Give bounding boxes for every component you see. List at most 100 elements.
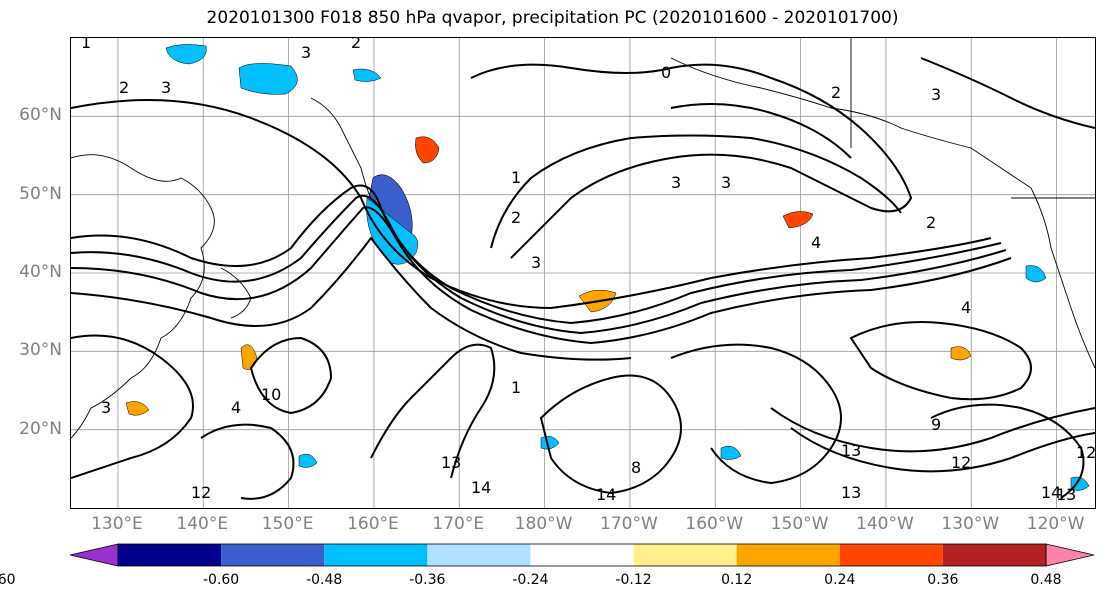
precipitation-shading: [125, 44, 1090, 491]
contour-label: 13: [841, 483, 861, 502]
shade-blob: [352, 68, 382, 82]
longitude-label: 120°W: [1026, 514, 1085, 534]
contour-line: [790, 427, 1095, 473]
shade-blob: [238, 63, 298, 95]
contour-line: [670, 343, 842, 485]
contour-line: [71, 236, 632, 361]
shade-blob: [1025, 265, 1047, 283]
colorbar-tick-label: 0.60: [0, 572, 16, 588]
contour-label: 12: [191, 483, 211, 502]
contour-label: 2: [351, 38, 361, 52]
contour-label: 2: [511, 208, 521, 227]
longitude-label: 170°E: [432, 514, 485, 534]
contour-label: 9: [931, 415, 941, 434]
longitude-label: 160°W: [685, 514, 744, 534]
coastline-north-america: [1030, 187, 1095, 369]
longitude-label: 180°W: [514, 514, 573, 534]
colorbar-segment: [942, 544, 1046, 566]
colorbar-tick-label: -0.48: [306, 572, 343, 588]
colorbar-segment: [118, 544, 222, 566]
longitude-label: 130°E: [91, 514, 143, 534]
shade-blob: [165, 44, 207, 65]
contour-line: [370, 343, 496, 479]
contour-label: 3: [101, 398, 111, 417]
contour-line: [670, 103, 852, 159]
colorbar-tick-label: -0.36: [409, 572, 446, 588]
latitude-label: 60°N: [19, 105, 62, 126]
contour-label: 1: [511, 168, 521, 187]
qvapor-contours: [71, 57, 1095, 500]
colorbar-tick-label: 0.48: [1030, 572, 1062, 588]
figure-title: 2020101300 F018 850 hPa qvapor, precipit…: [206, 8, 899, 28]
contour-label: 2: [926, 213, 936, 232]
colorbar-segment: [530, 544, 634, 566]
colorbar-extend-low: [69, 543, 119, 567]
colorbar-tick-label: 0.36: [927, 572, 959, 588]
colorbar-segment: [736, 544, 840, 566]
contour-label: 0: [661, 63, 671, 82]
contour-label: 3: [301, 43, 311, 62]
coastline-alaska: [670, 57, 1032, 189]
contour-line: [71, 184, 1002, 325]
map-panel: 1 2 3 3 2 3 3 2 1 3 2 4 2 3 4 1 13 14 13 14 12 12 13 9 10 8 12 14 13…: [70, 37, 1096, 509]
longitude-label: 150°W: [770, 514, 829, 534]
colorbar-tick-label: -0.60: [202, 572, 240, 588]
contour-label: 13: [1056, 485, 1076, 504]
colorbar: [69, 543, 1095, 567]
colorbar-tick-label: -0.12: [615, 572, 652, 588]
longitude-label: 140°W: [856, 514, 914, 534]
colorbar-tick-label: 0.12: [721, 572, 753, 588]
contour-line: [539, 374, 682, 495]
longitude-label: 140°E: [176, 514, 229, 534]
contour-label: 3: [671, 173, 681, 192]
colorbar-segment: [427, 544, 531, 566]
shade-blob: [782, 211, 814, 229]
contour-label: 14: [1041, 483, 1061, 502]
shade-blob: [1070, 476, 1090, 491]
contour-label: 3: [161, 78, 171, 97]
colorbar-tick-label: 0.24: [824, 572, 856, 588]
contour-label: 13: [841, 441, 861, 460]
shade-blob: [720, 446, 742, 460]
colorbar-segment: [324, 544, 428, 566]
shade-blob: [298, 453, 318, 468]
contour-label: 8: [631, 458, 641, 477]
contour-line: [249, 336, 333, 415]
graticule: [71, 38, 1095, 508]
shade-blob: [950, 346, 972, 361]
latitude-label: 20°N: [19, 418, 62, 439]
contour-label: 4: [811, 233, 821, 252]
contour-label: 14: [596, 485, 616, 504]
contour-label: 12: [1076, 443, 1095, 462]
contour-label: 1: [511, 378, 521, 397]
contour-label: 4: [961, 298, 971, 317]
coastlines: [71, 38, 1095, 439]
contour-label: 3: [931, 85, 941, 104]
colorbar-segment: [221, 544, 325, 566]
colorbar-extend-high: [1045, 543, 1095, 567]
contour-label: 3: [721, 173, 731, 192]
shade-blob: [240, 344, 258, 370]
colorbar-tick-label: -0.24: [512, 572, 549, 588]
longitude-label: 170°W: [600, 514, 658, 534]
contour-line: [770, 407, 1095, 453]
longitude-label: 130°W: [941, 514, 1000, 534]
shade-blob: [540, 436, 560, 450]
colorbar-outline: [117, 543, 1047, 567]
colorbar-segment: [839, 544, 943, 566]
contour-label: 1: [81, 38, 91, 52]
contour-line: [849, 321, 1032, 401]
contour-label: 4: [231, 398, 241, 417]
colorbar-segment: [633, 544, 737, 566]
contour-label: 13: [441, 453, 461, 472]
contour-label: 2: [831, 83, 841, 102]
contour-line: [920, 57, 1095, 129]
contour-line: [71, 194, 1007, 335]
contour-label: 10: [261, 385, 281, 404]
latitude-label: 50°N: [19, 183, 62, 204]
contour-line: [930, 403, 1085, 499]
contour-label: 3: [531, 253, 541, 272]
contour-line: [71, 334, 194, 479]
